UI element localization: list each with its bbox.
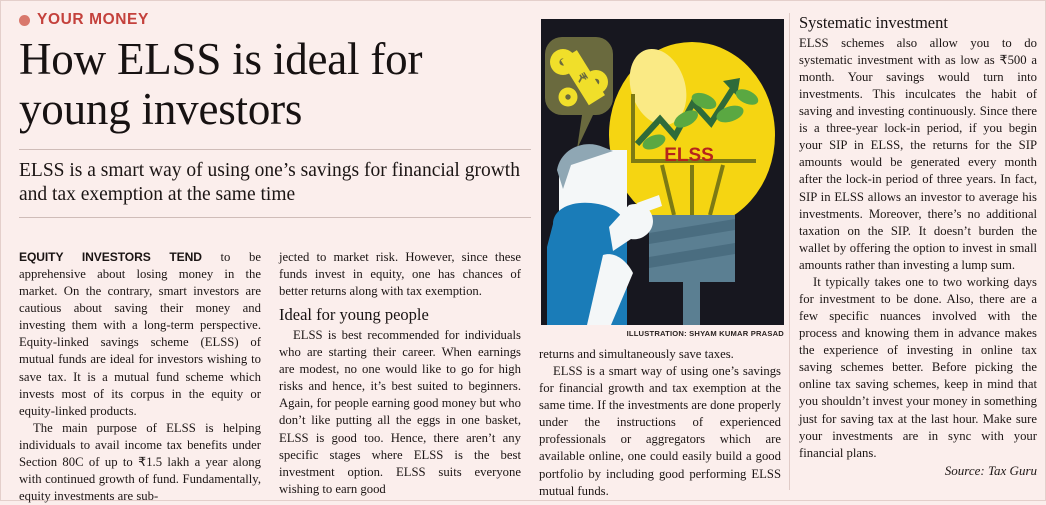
bulb-elss-label: ELSS	[664, 145, 714, 166]
text-column-2: jected to market risk. However, since th…	[279, 249, 521, 498]
divider-above-standfirst	[19, 148, 531, 150]
man-arm	[587, 254, 633, 325]
socket-stem	[683, 282, 700, 325]
text-column-1: EQUITY INVESTORS TEND to be apprehensive…	[19, 249, 261, 505]
divider-below-standfirst	[19, 217, 531, 218]
man-ear	[566, 175, 584, 199]
illustration-caption: ILLUSTRATION: SHYAM KUMAR PRASAD	[626, 329, 784, 338]
lead-in-bold: EQUITY INVESTORS TEND	[19, 250, 202, 264]
coin-hole	[565, 94, 571, 100]
leaf-icon	[735, 89, 759, 105]
paragraph: EQUITY INVESTORS TEND to be apprehensive…	[19, 249, 261, 420]
thought-bubble-tail	[577, 115, 593, 149]
text-column-3: returns and simultaneously save taxes. E…	[539, 346, 781, 500]
man-hand-pointing	[609, 203, 653, 251]
text-column-4: Systematic investment ELSS schemes also …	[799, 13, 1037, 479]
man-index-finger	[637, 195, 662, 214]
page-title: How ELSS is ideal for young investors	[19, 34, 423, 134]
source-credit: Source: Tax Guru	[944, 462, 1037, 478]
column-divider-rule	[789, 13, 790, 490]
illustration-svg: ₹ ELSS	[541, 19, 784, 325]
subheading-ideal-for-young-people: Ideal for young people	[279, 305, 429, 325]
paragraph: The main purpose of ELSS is helping indi…	[19, 420, 261, 504]
leaf-icon	[642, 134, 666, 150]
article-header: YOUR MONEY How ELSS is ideal for young i…	[19, 11, 531, 218]
paragraph: ELSS is a smart way of using one’s savin…	[539, 364, 781, 498]
paragraph: returns and simultaneously save taxes.	[539, 347, 734, 361]
bullet-dot-icon	[19, 14, 30, 26]
paragraph: It typically takes one to two working da…	[799, 274, 1037, 460]
paragraph: jected to market risk. However, since th…	[279, 250, 521, 299]
leaf-icon	[674, 110, 698, 128]
filament-leg	[708, 164, 725, 216]
paragraph: ELSS schemes also allow you to do system…	[799, 35, 1037, 272]
illustration-canvas: ₹ ELSS	[541, 19, 784, 325]
section-kicker-label: YOUR MONEY	[37, 11, 149, 28]
chart-axes	[631, 94, 756, 163]
leaf-icon	[691, 92, 717, 110]
leaf-icon	[716, 105, 744, 123]
filament-leg	[660, 164, 676, 216]
socket-stripe	[649, 243, 735, 268]
section-kicker: YOUR MONEY	[19, 11, 531, 29]
arrow-head-icon	[723, 78, 740, 96]
paragraph-text: to be apprehensive about losing money in…	[19, 250, 261, 418]
man-hair	[557, 144, 613, 189]
paragraph: ELSS is best recommended for individuals…	[279, 328, 521, 496]
standfirst: ELSS is a smart way of using one’s savin…	[19, 159, 520, 206]
bulb-highlight	[629, 48, 687, 126]
socket-stripe	[649, 219, 735, 244]
rupee-banknote-icon: ₹	[560, 50, 605, 106]
article-illustration: ₹ ELSS	[541, 19, 784, 347]
subheading-systematic-investment: Systematic investment	[799, 13, 948, 32]
